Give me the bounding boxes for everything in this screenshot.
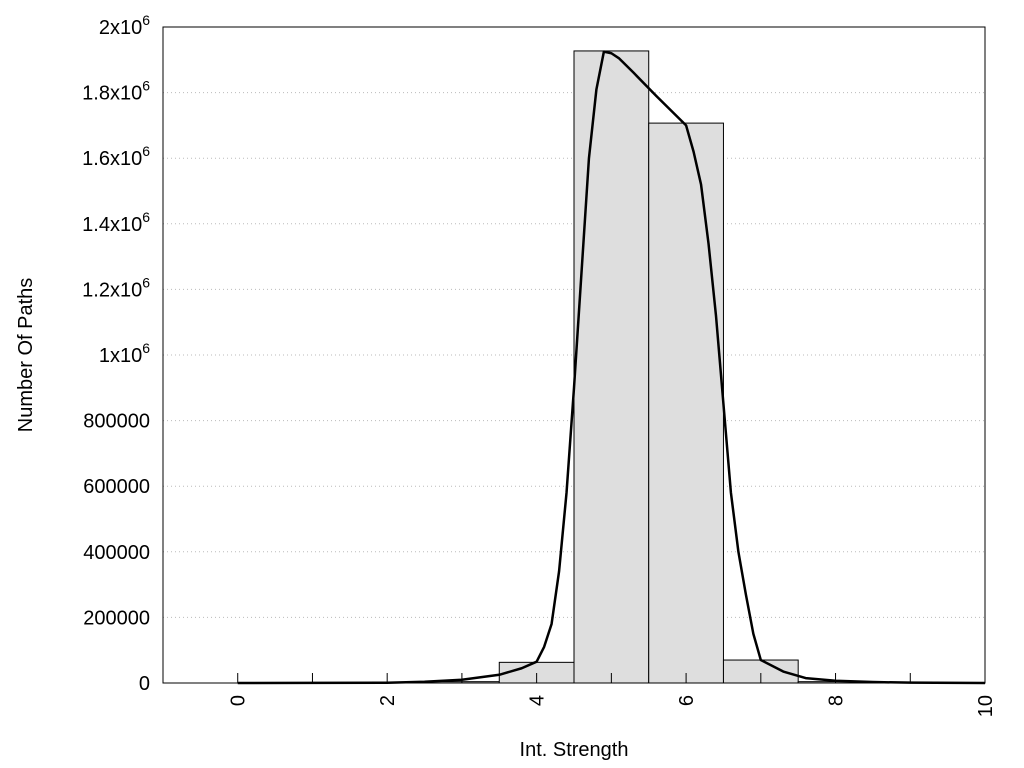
y-tick-label: 1.8x106 <box>82 78 150 105</box>
x-tick-label: 8 <box>826 695 848 706</box>
y-tick-label: 1.2x106 <box>82 274 150 301</box>
x-tick-label: 6 <box>676 695 698 706</box>
y-tick-label: 200000 <box>83 607 150 629</box>
plot-frame <box>162 26 986 684</box>
y-tick-label: 0 <box>139 673 150 695</box>
y-tick-label: 1.6x106 <box>82 143 150 170</box>
y-tick-label: 2x106 <box>99 12 150 39</box>
y-tick-label: 600000 <box>83 476 150 498</box>
y-tick-label: 1.4x106 <box>82 209 150 236</box>
x-axis-label: Int. Strength <box>520 739 629 761</box>
y-axis-label: Number Of Paths <box>15 278 37 433</box>
y-tick-label: 1x106 <box>99 340 150 367</box>
x-tick-label: 10 <box>975 695 997 717</box>
y-tick-label: 800000 <box>83 411 150 433</box>
x-tick-label: 0 <box>228 695 250 706</box>
histogram-bar <box>573 50 650 684</box>
y-tick-label: 400000 <box>83 542 150 564</box>
fit-curve <box>237 50 986 685</box>
x-tick-label: 4 <box>527 695 549 706</box>
histogram-bar <box>648 122 724 684</box>
x-tick-label: 2 <box>377 695 399 706</box>
